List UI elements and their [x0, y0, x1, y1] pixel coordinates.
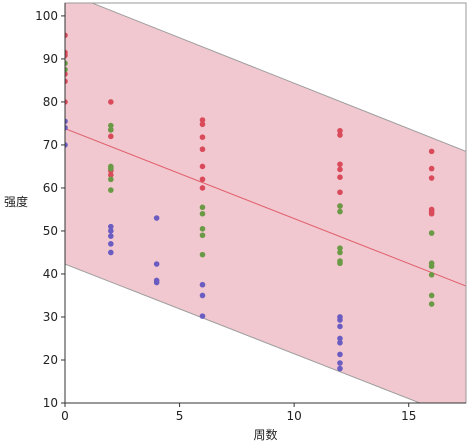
data-point-green [428, 272, 435, 278]
y-tick-label: 30 [43, 310, 58, 324]
data-point-green [337, 260, 343, 267]
data-point-green [108, 187, 114, 193]
data-point-green [428, 301, 435, 307]
data-point-green [428, 292, 435, 299]
data-point-purple [153, 215, 160, 221]
data-point-green [65, 66, 68, 73]
data-point-red [199, 146, 206, 153]
data-point-green [199, 204, 206, 211]
y-tick-label: 10 [43, 396, 58, 410]
data-point-purple [65, 118, 68, 125]
y-tick-label: 100 [35, 9, 58, 23]
x-tick-label: 15 [401, 409, 416, 423]
data-point-red [337, 189, 343, 196]
upper-band-line [90, 3, 466, 152]
data-point-green [108, 127, 114, 133]
data-point-purple [337, 323, 343, 330]
data-point-green [108, 122, 114, 129]
prediction-band [65, 3, 466, 403]
data-point-red [199, 121, 206, 128]
data-point-purple [337, 317, 343, 323]
data-point-purple [337, 339, 343, 346]
data-point-red [337, 132, 343, 138]
x-axis-title: 周数 [253, 427, 277, 442]
data-point-green [337, 245, 343, 251]
data-point-purple [199, 281, 206, 288]
prediction-band-layer [65, 3, 466, 403]
y-tick-label: 80 [43, 95, 58, 109]
axes-layer: 10 20 30 40 50 60 70 80 90 100 0 5 10 15 [35, 2, 467, 423]
data-point-purple [337, 335, 343, 342]
fit-line [65, 128, 466, 287]
data-point-purple [108, 241, 114, 247]
data-point-green [337, 249, 343, 256]
data-point-purple [108, 249, 114, 256]
lower-band-line [65, 263, 422, 403]
data-point-red [337, 174, 343, 180]
y-tick-label: 60 [43, 181, 58, 195]
data-point-purple [337, 365, 343, 372]
data-point-purple [337, 351, 343, 358]
data-point-purple [65, 142, 68, 148]
y-tick-label: 90 [43, 52, 58, 66]
x-tick-label: 10 [287, 409, 302, 423]
data-point-green [108, 176, 114, 183]
y-tick-label: 40 [43, 267, 58, 281]
data-point-purple [153, 261, 160, 267]
data-point-green [199, 232, 206, 239]
data-point-purple [337, 360, 343, 366]
data-point-red [428, 175, 435, 181]
y-tick-label: 50 [43, 224, 58, 238]
data-point-green [428, 230, 435, 236]
data-point-red [108, 99, 114, 105]
data-point-red [65, 78, 68, 85]
data-point-red [199, 163, 206, 170]
data-point-red [337, 161, 343, 168]
data-point-red [428, 210, 435, 217]
data-point-purple [65, 124, 68, 131]
data-point-green [337, 203, 343, 209]
data-point-purple [108, 233, 114, 239]
data-point-purple [199, 292, 206, 299]
data-point-red [65, 71, 68, 77]
data-point-green [65, 60, 68, 67]
y-tick-label: 20 [43, 353, 58, 367]
y-axis-title: 强度 [4, 194, 28, 209]
data-point-green [428, 263, 435, 270]
data-point-purple [199, 313, 206, 319]
y-tick-label: 70 [43, 138, 58, 152]
data-point-red [199, 134, 206, 140]
data-point-red [65, 99, 68, 105]
data-point-green [199, 226, 206, 232]
x-tick-label: 0 [61, 409, 69, 423]
data-point-red [337, 127, 343, 134]
data-point-red [199, 117, 206, 123]
data-point-red [199, 185, 206, 191]
data-point-purple [108, 228, 114, 234]
x-tick-label: 5 [176, 409, 184, 423]
data-point-red [65, 32, 68, 39]
data-point-red [65, 52, 68, 59]
data-point-red [428, 165, 435, 172]
data-point-red [108, 172, 114, 178]
data-point-purple [153, 279, 160, 286]
data-point-red [337, 166, 343, 173]
data-point-red [428, 148, 435, 155]
data-point-green [337, 208, 343, 215]
data-point-green [199, 210, 206, 217]
points-layer [65, 32, 435, 372]
data-point-green [199, 251, 206, 258]
data-point-green [108, 165, 114, 172]
data-point-purple [108, 223, 114, 230]
data-point-red [199, 176, 206, 183]
data-point-red [108, 133, 114, 140]
